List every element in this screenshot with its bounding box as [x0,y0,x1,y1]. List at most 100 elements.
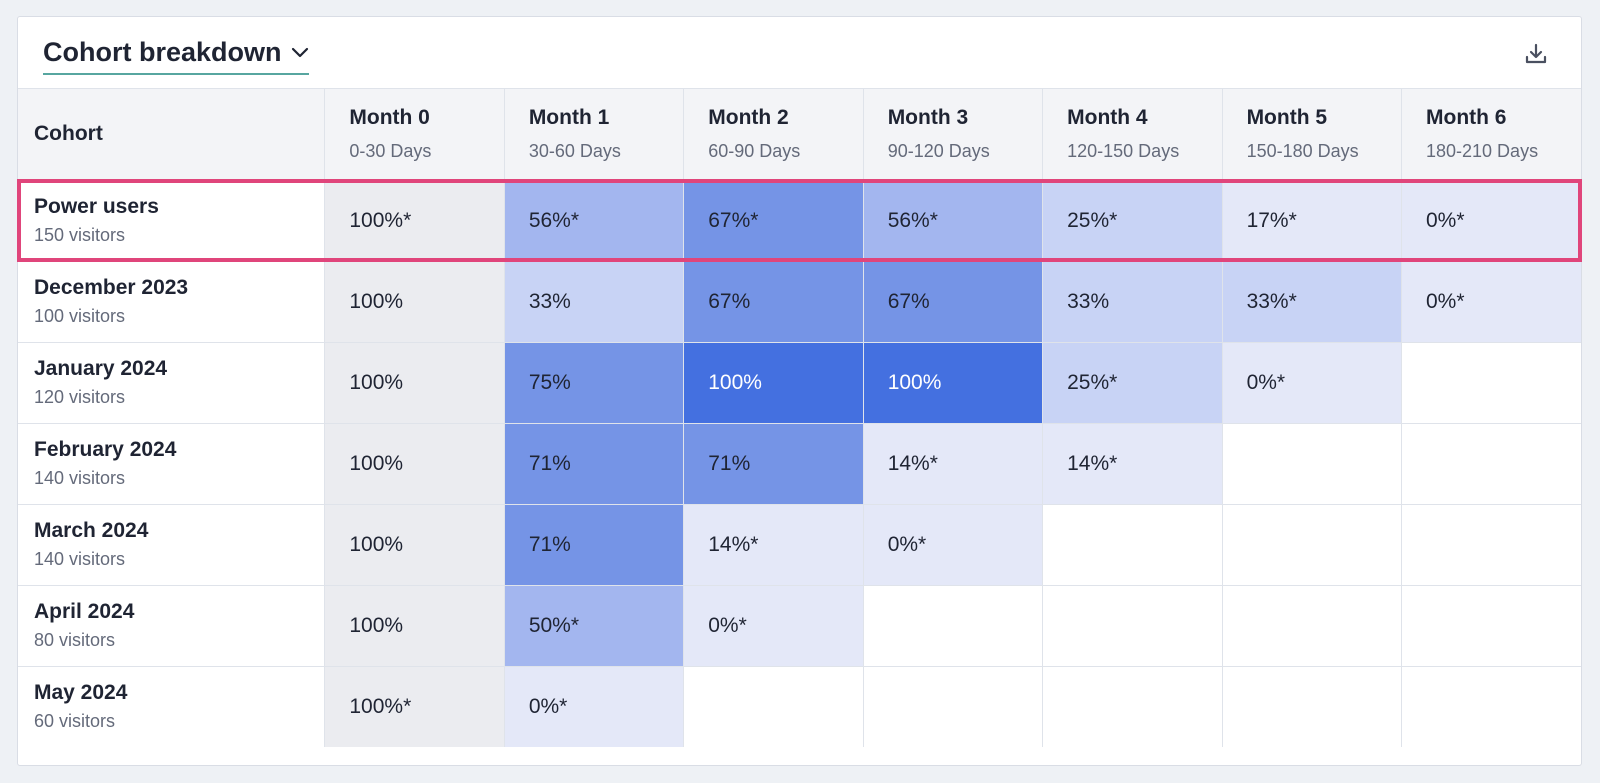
cohort-visitors: 140 visitors [34,468,126,488]
column-header-month-2: Month 2 60-90 Days [683,89,864,181]
table-header-row: Cohort Month 0 0-30 Days Month 1 30-60 Day… [18,89,1581,181]
retention-cell[interactable]: 25%* [1042,180,1223,262]
cohort-name: Power users [34,195,159,218]
cohort-visitors: 120 visitors [34,387,126,407]
cohort-name: May 2024 [34,681,128,705]
column-header-label: Month 3 [887,106,969,130]
retention-cell[interactable]: 14%* [683,504,864,586]
retention-cell [1042,666,1223,747]
retention-cell[interactable]: 100% [683,342,864,424]
column-header-month-1: Month 1 30-60 Days [504,89,685,181]
cohort-visitors: 80 visitors [34,630,116,650]
retention-cell [863,585,1044,667]
retention-cell[interactable]: 100% [863,342,1044,424]
download-button[interactable] [1521,39,1551,69]
retention-cell [1401,585,1581,667]
retention-cell[interactable]: 75% [504,342,685,424]
table-row[interactable]: December 2023 100 visitors 100% 33% 67% 6… [18,261,1581,343]
retention-cell[interactable]: 100% [324,423,505,505]
retention-cell[interactable]: 100% [324,261,505,343]
retention-cell [1042,504,1223,586]
download-icon [1524,42,1548,66]
report-type-dropdown[interactable]: Cohort breakdown [43,37,309,75]
column-header-range: 150-180 Days [1246,141,1359,162]
column-header-range: 120-150 Days [1067,141,1180,162]
retention-cell[interactable]: 67% [863,261,1044,343]
retention-cell [863,666,1044,747]
column-header-range: 90-120 Days [887,141,990,162]
retention-cell[interactable]: 100% [324,342,505,424]
retention-cell [1222,423,1403,505]
cohort-breakdown-panel: Cohort breakdown Cohort M [17,16,1582,766]
cohort-name: January 2024 [34,357,168,380]
retention-cell[interactable]: 56%* [504,180,685,262]
cohort-cell: April 2024 80 visitors [18,585,326,667]
retention-cell[interactable]: 56%* [863,180,1044,262]
retention-cell[interactable]: 71% [683,423,864,505]
cohort-visitors: 60 visitors [34,711,116,732]
retention-cell[interactable]: 14%* [1042,423,1223,505]
table-row[interactable]: May 2024 60 visitors 100%* 0%* [18,666,1581,747]
retention-cell [1401,666,1581,747]
retention-cell[interactable]: 14%* [863,423,1044,505]
panel-header: Cohort breakdown [18,17,1581,89]
column-header-range: 0-30 Days [349,141,432,162]
column-header-month-3: Month 3 90-120 Days [863,89,1044,181]
table-row[interactable]: January 2024 120 visitors 100% 75% 100% 1… [18,342,1581,424]
retention-cell [1401,504,1581,586]
cohort-name: February 2024 [34,438,177,461]
table-row[interactable]: April 2024 80 visitors 100% 50%* 0%* [18,585,1581,667]
column-header-month-0: Month 0 0-30 Days [324,89,505,181]
cohort-cell: February 2024 140 visitors [18,423,326,505]
retention-cell[interactable]: 67%* [683,180,864,262]
retention-cell [1222,666,1403,747]
retention-cell[interactable]: 100% [324,504,505,586]
retention-cell[interactable]: 100%* [324,180,505,262]
column-header-label: Month 1 [528,106,610,130]
column-header-label: Month 0 [349,106,430,130]
chevron-down-icon [291,47,309,59]
retention-cell[interactable]: 33% [1042,261,1223,343]
retention-cell [1401,423,1581,505]
retention-cell[interactable]: 0%* [863,504,1044,586]
retention-cell[interactable]: 0%* [1222,342,1403,424]
retention-cell[interactable]: 0%* [1401,180,1581,262]
retention-cell [683,666,864,747]
column-header-label: Month 2 [708,106,789,130]
retention-cell[interactable]: 33% [504,261,685,343]
cohort-cell: May 2024 60 visitors [18,666,326,747]
retention-cell[interactable]: 71% [504,423,685,505]
retention-cell[interactable]: 0%* [504,666,685,747]
cohort-cell: March 2024 140 visitors [18,504,326,586]
column-header-cohort: Cohort [18,89,326,181]
retention-cell [1042,585,1223,667]
retention-cell[interactable]: 33%* [1222,261,1403,343]
retention-cell[interactable]: 17%* [1222,180,1403,262]
table-row[interactable]: Power users 150 visitors 100%* 56%* 67%* … [17,179,1582,262]
cohort-cell: January 2024 120 visitors [18,342,326,424]
cohort-cell: December 2023 100 visitors [18,261,326,343]
retention-cell[interactable]: 100% [324,585,505,667]
cohort-name: March 2024 [34,519,149,542]
cohort-visitors: 140 visitors [34,549,126,569]
column-header-label: Month 5 [1246,106,1328,130]
retention-cell[interactable]: 67% [683,261,864,343]
column-header-range: 30-60 Days [528,141,621,162]
retention-cell[interactable]: 100%* [324,666,505,747]
retention-cell [1222,585,1403,667]
column-header-label: Cohort [34,122,103,146]
table-row[interactable]: February 2024 140 visitors 100% 71% 71% 1… [18,423,1581,505]
retention-cell[interactable]: 0%* [1401,261,1581,343]
column-header-label: Month 6 [1426,106,1507,130]
panel-title: Cohort breakdown [43,37,282,67]
retention-cell[interactable]: 50%* [504,585,685,667]
retention-cell[interactable]: 0%* [683,585,864,667]
cohort-visitors: 100 visitors [34,306,126,326]
column-header-label: Month 4 [1067,106,1148,130]
retention-cell[interactable]: 71% [504,504,685,586]
column-header-month-5: Month 5 150-180 Days [1222,89,1403,181]
retention-cell[interactable]: 25%* [1042,342,1223,424]
column-header-month-6: Month 6 180-210 Days [1401,89,1581,181]
column-header-month-4: Month 4 120-150 Days [1042,89,1223,181]
table-row[interactable]: March 2024 140 visitors 100% 71% 14%* 0%* [18,504,1581,586]
